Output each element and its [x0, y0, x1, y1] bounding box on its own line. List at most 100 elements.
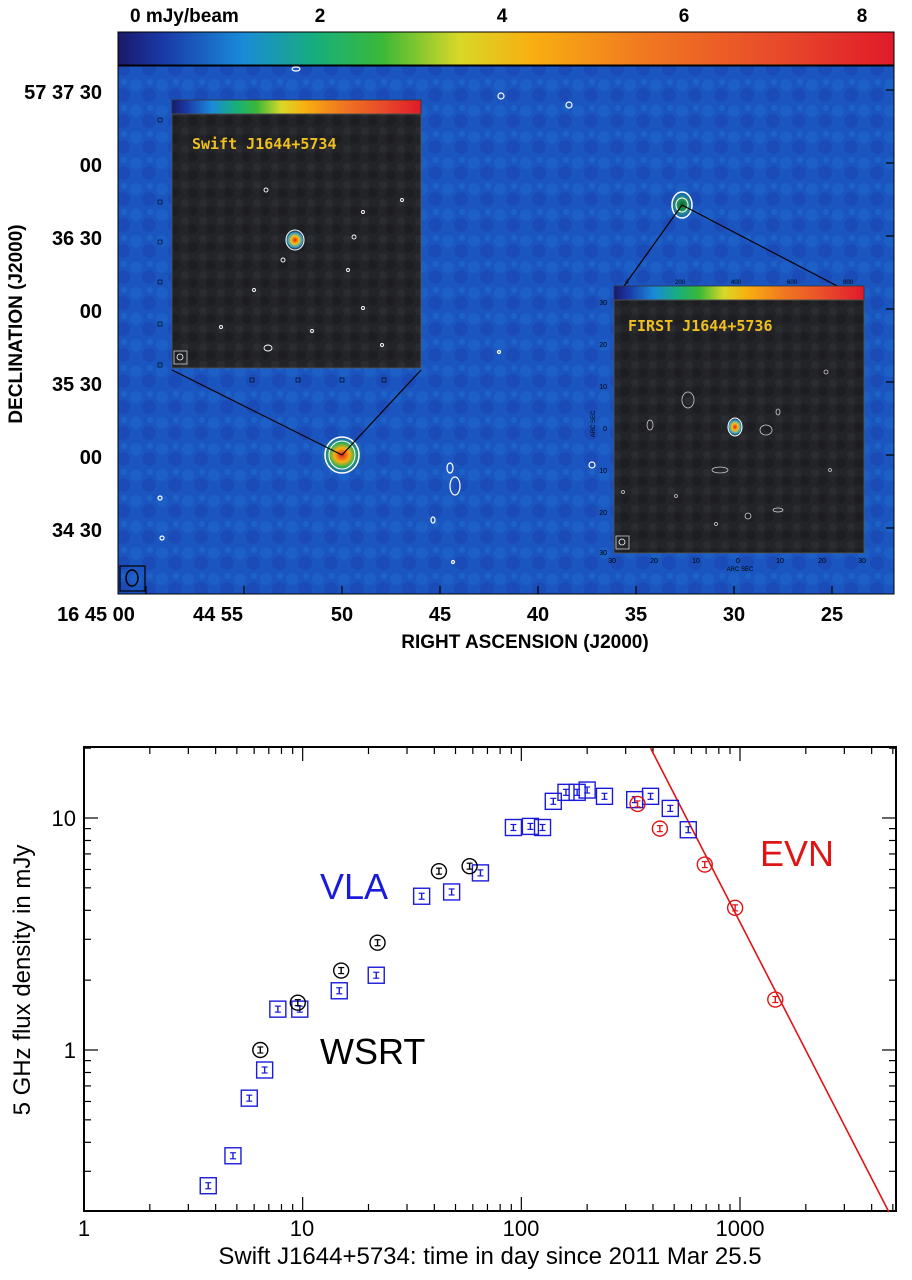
connector-line [171, 369, 343, 456]
square-marker [330, 982, 348, 1000]
xtick-label: 25 [821, 604, 843, 626]
xtick-label: 44 55 [193, 604, 243, 626]
xtick-label: 45 [429, 604, 451, 626]
square-marker [504, 818, 523, 837]
inset-first-tick: 0 [603, 426, 607, 433]
inset-first-tick: 10 [692, 558, 700, 565]
vla-point [557, 783, 575, 802]
inset-first-tick: 0 [736, 558, 740, 565]
inset-swift-title: Swift J1644+5734 [192, 135, 337, 153]
vla-point [269, 1000, 287, 1018]
evn-power-law-fit [649, 747, 890, 1213]
vla-point [521, 817, 540, 836]
vla-point [578, 781, 596, 799]
colorbar-tick-label: 2 [315, 6, 326, 27]
x-axis-label: RIGHT ASCENSION (J2000) [401, 632, 648, 653]
vla-point [595, 787, 614, 806]
inset-first-colorbar-tick: 0 [625, 280, 629, 286]
vla-point [330, 982, 348, 1000]
wsrt-point [289, 994, 306, 1011]
ytick-label: 00 [80, 155, 102, 177]
inset-first-colorbar-tick: 800 [843, 280, 854, 286]
circle-marker [629, 795, 646, 813]
ytick-label: 57 37 30 [24, 82, 102, 104]
vla-point [240, 1089, 258, 1107]
inset-first-colorbar-tick: 400 [731, 280, 742, 286]
beam-box [119, 565, 146, 592]
wsrt-point [332, 962, 350, 979]
connector-line [341, 369, 422, 456]
inset-first-tick: 30 [858, 558, 866, 565]
legend-label-vla: VLA [320, 866, 388, 907]
vla-point [471, 864, 490, 882]
circle-marker [289, 994, 306, 1011]
radio-map-panel: 0 mJy/beam 2 4 6 8 [6, 6, 895, 653]
xtick-label: 50 [331, 604, 353, 626]
vla-point [661, 799, 679, 818]
vla-point [224, 1147, 242, 1165]
vla-point [626, 790, 644, 809]
square-marker [269, 1000, 287, 1018]
noise-contours [157, 66, 596, 565]
square-marker [661, 799, 679, 818]
wsrt-point [369, 934, 386, 951]
evn-point [629, 795, 646, 813]
circle-marker [767, 991, 784, 1008]
inset-first-colorbar-tick: 600 [787, 280, 798, 286]
beam-ellipse [125, 569, 139, 587]
connector-line [681, 204, 865, 301]
colorbar-tick-label: 8 [857, 6, 868, 27]
ytick-label: 00 [80, 447, 102, 469]
wsrt-point [252, 1041, 269, 1059]
inset-first-title: FIRST J1644+5736 [628, 317, 773, 335]
inset-swift: Swift J1644+5734 [157, 99, 422, 383]
inset-first: 0 200 400 600 800 FIRST J1644+5736 30 20… [591, 280, 866, 573]
connector-line [613, 204, 683, 301]
xtick-label: 16 45 00 [57, 604, 135, 626]
circle-marker [726, 899, 744, 917]
colorbar-tick-label: 6 [679, 6, 690, 27]
inset-first-colorbar-tick: 200 [675, 280, 686, 286]
vla-point [367, 966, 385, 984]
square-marker [521, 817, 540, 836]
evn-point [651, 820, 669, 837]
x-axis-label: Swift J1644+5734: time in day since 2011… [218, 1243, 761, 1270]
square-marker [412, 887, 431, 905]
ytick-label: 10 [52, 806, 76, 831]
ytick-label: 36 30 [52, 228, 102, 250]
square-marker [199, 1177, 217, 1195]
inset-first-tick: 30 [608, 558, 616, 565]
inset-first-tick: 30 [599, 300, 607, 307]
inset-first-tick: 10 [599, 468, 607, 475]
inset-first-tick: 20 [599, 510, 607, 517]
xtick-label: 40 [527, 604, 549, 626]
data-points [199, 781, 784, 1195]
inset-first-axis-label: ARC SEC [727, 567, 754, 573]
circle-marker [430, 862, 448, 880]
y-axis-label: 5 GHz flux density in mJy [9, 845, 36, 1116]
square-marker [595, 787, 614, 806]
square-marker [255, 1061, 274, 1079]
evn-point [696, 856, 713, 873]
circle-marker [332, 962, 350, 979]
evn-point [726, 899, 744, 917]
axis-ticks [83, 747, 896, 1211]
light-curve-panel: 1 10 100 1000 1 10 Swift J1644+5734: tim… [9, 746, 897, 1270]
xtick-label: 100 [503, 1216, 540, 1241]
xtick-label: 35 [625, 604, 647, 626]
square-marker [679, 821, 697, 839]
vla-point [255, 1061, 274, 1079]
inset-first-tick: 20 [818, 558, 826, 565]
circle-marker [696, 856, 713, 873]
ytick-label: 34 30 [52, 520, 102, 542]
ytick-label: 35 30 [52, 374, 102, 396]
inset-first-axis-label: ARC SEC [591, 410, 597, 437]
ytick-label: 00 [80, 301, 102, 323]
xtick-label: 30 [723, 604, 745, 626]
colorbar-tick-label: 4 [497, 6, 508, 27]
inset-first-tick: 10 [776, 558, 784, 565]
evn-point [767, 991, 784, 1008]
xtick-label: 1 [78, 1216, 90, 1241]
colorbar [117, 31, 895, 66]
